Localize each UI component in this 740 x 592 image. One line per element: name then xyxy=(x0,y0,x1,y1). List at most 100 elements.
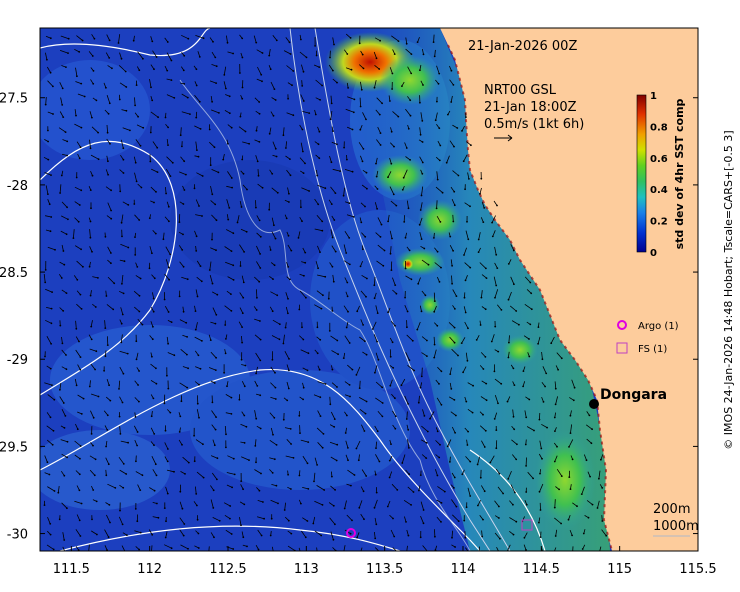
current-vector-head xyxy=(149,160,152,163)
current-vector-head xyxy=(211,282,214,285)
current-vector-head xyxy=(408,249,411,252)
current-vector-head xyxy=(241,86,244,89)
current-vector-head xyxy=(307,488,310,490)
fs-legend-marker xyxy=(616,342,628,354)
current-vector-head xyxy=(485,277,488,279)
current-vector xyxy=(167,352,175,356)
current-vector xyxy=(332,37,335,45)
current-vector xyxy=(150,380,157,385)
current-vector-head xyxy=(352,111,355,114)
current-vector xyxy=(106,94,111,104)
current-vector-head xyxy=(287,312,289,315)
current-vector xyxy=(270,396,276,400)
current-vector-head xyxy=(164,116,167,119)
current-vector-head xyxy=(78,519,81,522)
current-vector xyxy=(256,516,265,520)
current-vector-head xyxy=(453,476,456,479)
current-vector xyxy=(466,141,472,146)
current-vector xyxy=(375,305,379,314)
current-vector-head xyxy=(242,536,245,539)
current-vector xyxy=(271,217,275,226)
current-vector-head xyxy=(75,176,78,179)
current-vector xyxy=(570,410,572,416)
current-vector-head xyxy=(60,277,63,279)
current-vector xyxy=(497,486,504,494)
current-vector-head xyxy=(152,397,155,400)
current-vector xyxy=(271,187,279,194)
current-vector-head xyxy=(301,128,304,131)
argo-legend-label: Argo (1) xyxy=(638,321,679,332)
current-vector-head xyxy=(255,206,257,209)
current-vector-head xyxy=(224,324,227,326)
current-vector-head xyxy=(209,164,212,167)
current-vector-head xyxy=(76,428,79,431)
current-vector xyxy=(134,439,138,446)
current-vector-head xyxy=(262,501,264,503)
current-vector xyxy=(105,440,108,447)
current-vector-head xyxy=(396,489,399,491)
current-vector-head xyxy=(324,275,327,278)
current-vector-head xyxy=(216,457,219,460)
current-vector-head xyxy=(155,474,158,477)
current-vector xyxy=(208,367,216,371)
current-vector-head xyxy=(257,174,260,177)
current-vector xyxy=(344,277,348,283)
current-vector xyxy=(122,127,131,131)
current-vector-head xyxy=(393,535,396,538)
current-vector xyxy=(404,142,408,149)
x-tick-label: 115.5 xyxy=(679,562,716,577)
current-vector-head xyxy=(261,80,263,83)
current-vector-head xyxy=(320,307,323,310)
current-vector xyxy=(539,440,542,449)
current-vector-head xyxy=(113,282,116,285)
current-vector-head xyxy=(513,283,515,286)
current-vector xyxy=(361,469,367,477)
current-vector-head xyxy=(393,53,396,55)
current-vector-head xyxy=(260,534,263,537)
current-vector-head xyxy=(453,326,456,329)
current-vector xyxy=(212,307,217,315)
current-vector-head xyxy=(213,382,216,384)
current-vector-head xyxy=(153,68,155,71)
current-vector xyxy=(406,200,409,209)
current-vector-head xyxy=(355,447,358,450)
current-vector-head xyxy=(439,221,442,223)
current-vector-head xyxy=(183,83,186,85)
current-vector-head xyxy=(539,472,541,475)
current-vector-head xyxy=(285,217,288,220)
current-vector-head xyxy=(433,310,436,313)
current-vector-head xyxy=(75,114,77,117)
current-vector xyxy=(180,348,188,355)
current-vector xyxy=(451,348,459,356)
current-vector xyxy=(449,245,454,251)
current-vector-head xyxy=(186,96,189,99)
current-vector xyxy=(270,499,279,504)
current-vector-head xyxy=(258,101,261,103)
current-vector-head xyxy=(514,491,516,494)
current-vector-head xyxy=(587,516,590,519)
current-vector-head xyxy=(183,160,186,163)
current-vector-head xyxy=(343,146,345,149)
current-vector-head xyxy=(273,224,275,227)
current-vector-head xyxy=(170,79,173,81)
current-vector-head xyxy=(63,474,66,477)
current-vector xyxy=(449,367,452,375)
current-vector-head xyxy=(297,237,300,239)
current-vector-head xyxy=(379,39,381,42)
current-vector-head xyxy=(169,175,172,178)
current-vector xyxy=(387,214,390,222)
current-vector xyxy=(464,321,469,329)
current-vector xyxy=(149,487,155,492)
current-vector-head xyxy=(461,130,463,132)
current-vector-head xyxy=(435,207,438,210)
current-vector xyxy=(58,127,66,133)
current-vector-head xyxy=(289,428,292,430)
current-vector-head xyxy=(483,207,486,209)
x-tick-label: 115 xyxy=(607,562,632,577)
current-vector xyxy=(134,397,140,402)
current-vector xyxy=(211,64,217,67)
current-vector xyxy=(241,275,245,283)
current-vector-head xyxy=(256,385,259,387)
current-vector-head xyxy=(337,353,339,356)
current-vector-head xyxy=(107,112,110,115)
